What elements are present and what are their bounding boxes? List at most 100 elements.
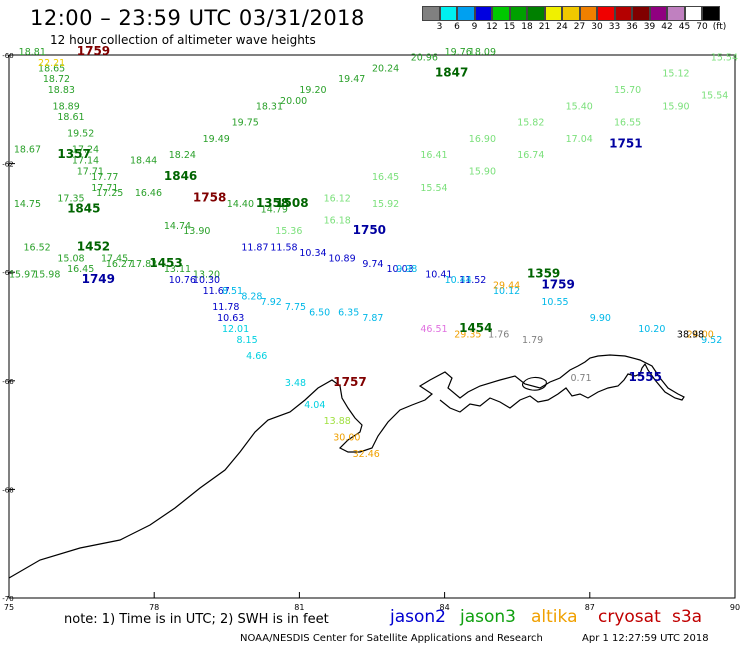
swh-value: 16.52 <box>24 242 51 253</box>
scale-swatch <box>684 6 702 21</box>
swh-value: 19.76 <box>445 47 472 58</box>
swh-value: 11.52 <box>459 275 486 286</box>
satellite-s3a: s3a <box>672 607 703 627</box>
scale-swatch <box>457 6 475 21</box>
swh-value: 16.90 <box>469 134 496 145</box>
swh-value: 3.48 <box>285 378 306 389</box>
swh-value: 18.83 <box>48 85 75 96</box>
swh-value: 17.14 <box>72 156 99 167</box>
swh-value: 29.44 <box>493 280 520 291</box>
pass-time: 1555 <box>629 370 662 384</box>
scale-swatch <box>509 6 527 21</box>
y-tick-label: -66 <box>2 378 14 386</box>
swh-value: 6.35 <box>338 308 359 319</box>
scale-label: 45 <box>678 22 691 32</box>
swh-value: 1.76 <box>488 329 509 340</box>
swh-value: 18.72 <box>43 74 70 85</box>
pass-time: 1452 <box>77 239 110 253</box>
scale-label: 12 <box>486 22 498 32</box>
swh-value: 19.49 <box>203 134 230 145</box>
scale-swatch <box>649 6 667 21</box>
pass-time: 1508 <box>275 196 308 210</box>
swh-value: 11.87 <box>241 242 268 253</box>
pass-time: 1453 <box>149 256 182 270</box>
y-tick-label: -64 <box>2 269 14 277</box>
swh-value: 16.18 <box>324 215 351 226</box>
swh-value: 10.20 <box>638 324 665 335</box>
swh-value: 10.03 <box>387 264 414 275</box>
scale-swatch <box>544 6 562 21</box>
swh-value: 20.24 <box>372 63 399 74</box>
scale-label: (ft) <box>712 22 727 32</box>
swh-value: 15.92 <box>372 199 399 210</box>
pass-time: 1358 <box>256 196 289 210</box>
pass-time: 1759 <box>541 277 574 291</box>
swh-value: 4.66 <box>246 351 267 362</box>
swh-value: 14.75 <box>14 199 41 210</box>
scale-label: 21 <box>538 22 551 32</box>
swh-value: 14.74 <box>164 221 191 232</box>
scale-swatch <box>422 6 440 21</box>
swh-value: 18.67 <box>14 145 41 156</box>
swh-value: 9.74 <box>362 259 383 270</box>
scale-label: 3 <box>436 22 443 32</box>
pass-time: 1749 <box>82 272 115 286</box>
swh-value: 15.90 <box>469 166 496 177</box>
swh-value: 17.71 <box>77 166 104 177</box>
swh-value: 10.89 <box>328 253 355 264</box>
swh-value: 6.50 <box>309 308 330 319</box>
x-tick-label: 75 <box>4 603 14 612</box>
swh-value: 14.40 <box>227 199 254 210</box>
swh-value: 19.20 <box>299 85 326 96</box>
pass-time: 1750 <box>353 223 386 237</box>
pass-time: 1845 <box>67 201 100 215</box>
pass-time: 1759 <box>77 44 110 58</box>
swh-value: 8.15 <box>236 335 257 346</box>
swh-value: 16.12 <box>324 194 351 205</box>
swh-value: 7.87 <box>362 313 383 324</box>
swh-value: 46.51 <box>420 324 447 335</box>
swh-value: 11.67 <box>203 286 230 297</box>
swh-value: 1.79 <box>522 335 543 346</box>
swh-value: 15.54 <box>711 52 738 63</box>
swh-value: 9.98 <box>396 264 417 275</box>
swh-value: 7.75 <box>285 302 306 313</box>
pass-time: 1757 <box>333 375 366 389</box>
credit-line: NOAA/NESDIS Center for Satellite Applica… <box>240 633 543 644</box>
swh-value: 18.61 <box>57 112 84 123</box>
swh-value: 17.24 <box>72 145 99 156</box>
map-subtitle: 12 hour collection of altimeter wave hei… <box>50 33 316 47</box>
swh-value: 10.34 <box>299 248 326 259</box>
swh-value: 13.11 <box>164 264 191 275</box>
scale-swatch <box>527 6 545 21</box>
swh-value: 20.00 <box>280 96 307 107</box>
swh-value: 32.46 <box>353 449 380 460</box>
satellite-altika: altika <box>531 607 578 627</box>
scale-swatch <box>492 6 510 21</box>
swh-value: 8.28 <box>241 291 262 302</box>
axis-tick-labels: 75 78 81 84 87 90 -60 -62 -64 -66 -68 -70 <box>2 52 740 612</box>
scale-label: 18 <box>521 22 533 32</box>
swh-value: 10.63 <box>217 313 244 324</box>
swh-value: 16.45 <box>67 264 94 275</box>
scale-label: 9 <box>471 22 478 32</box>
swh-value: 13.20 <box>193 270 220 281</box>
scale-label: 42 <box>661 22 673 32</box>
swh-value: 18.31 <box>256 101 283 112</box>
swh-value: 15.08 <box>57 253 84 264</box>
swh-value: 11.78 <box>212 302 239 313</box>
swh-value: 24.00 <box>687 329 714 340</box>
swh-value: 18.44 <box>130 156 157 167</box>
swh-value: 10.12 <box>493 286 520 297</box>
scale-label: 27 <box>573 22 586 32</box>
pass-time: 1357 <box>57 147 90 161</box>
swh-value: 19.52 <box>67 128 94 139</box>
pass-time: 1454 <box>459 321 492 335</box>
scale-swatch <box>439 6 457 21</box>
swh-value: 12.01 <box>222 324 249 335</box>
scale-label: 36 <box>626 22 638 32</box>
swh-value: 16.45 <box>372 172 399 183</box>
